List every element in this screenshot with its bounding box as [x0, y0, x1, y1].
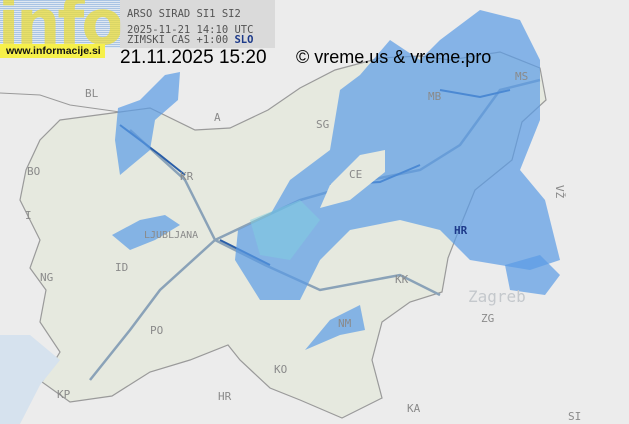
radar-echoes: [112, 10, 560, 350]
label-zagreb: Zagreb: [468, 287, 526, 306]
label-ko: KO: [274, 363, 287, 376]
label-ce: CE: [349, 168, 362, 181]
radar-source: ARSO SIRAD SI1 SI2: [127, 8, 241, 20]
local-timestamp: 21.11.2025 15:20: [120, 47, 267, 68]
label-hr-east: HR: [454, 224, 468, 237]
label-zg: ZG: [481, 312, 494, 325]
radar-echo-northwest: [115, 72, 180, 175]
label-ms: MS: [515, 70, 528, 83]
label-si: SI: [568, 410, 581, 423]
label-nm: NM: [338, 317, 352, 330]
region-code: SLO: [234, 34, 254, 46]
radar-gap-celje: [320, 150, 385, 208]
label-vz: VŽ: [553, 185, 566, 199]
radar-echo-central: [112, 215, 180, 250]
label-id: ID: [115, 261, 128, 274]
radar-echo-cyan-core: [250, 200, 320, 260]
label-ka: KA: [407, 402, 421, 415]
label-sg: SG: [316, 118, 329, 131]
radar-info-panel: ARSO SIRAD SI1 SI2 2025-11-21 14:10 UTC …: [120, 0, 275, 48]
radar-echo-far-east: [505, 255, 560, 295]
info-logo: info: [0, 0, 124, 59]
label-bl: BL: [85, 87, 99, 100]
sea: [0, 335, 60, 424]
label-kk: KK: [395, 273, 409, 286]
map-labels: BL A SG MS MB BO KR CE VŽ I LJUBLJANA ID…: [25, 70, 581, 423]
label-kp: KP: [57, 388, 71, 401]
label-a: A: [214, 111, 221, 124]
border-north: [0, 92, 121, 113]
copyright: © vreme.us & vreme.pro: [296, 47, 492, 67]
label-hr-south: HR: [218, 390, 232, 403]
label-ng: NG: [40, 271, 53, 284]
label-mb: MB: [428, 90, 442, 103]
radar-timezone: ZIMSKI CAS +1:00 SLO: [127, 35, 253, 46]
label-i: I: [25, 209, 32, 222]
label-kr: KR: [180, 170, 194, 183]
radar-utc-time: 2025-11-21 14:10 UTC: [127, 24, 254, 36]
label-bo: BO: [27, 165, 40, 178]
timezone-text: ZIMSKI CAS +1:00: [127, 34, 229, 46]
label-po: PO: [150, 324, 163, 337]
site-link[interactable]: www.informacije.si: [0, 44, 105, 58]
radar-echo-south: [305, 305, 365, 350]
radar-echo-east-main: [235, 10, 560, 300]
label-ljubljana: LJUBLJANA: [144, 230, 198, 241]
